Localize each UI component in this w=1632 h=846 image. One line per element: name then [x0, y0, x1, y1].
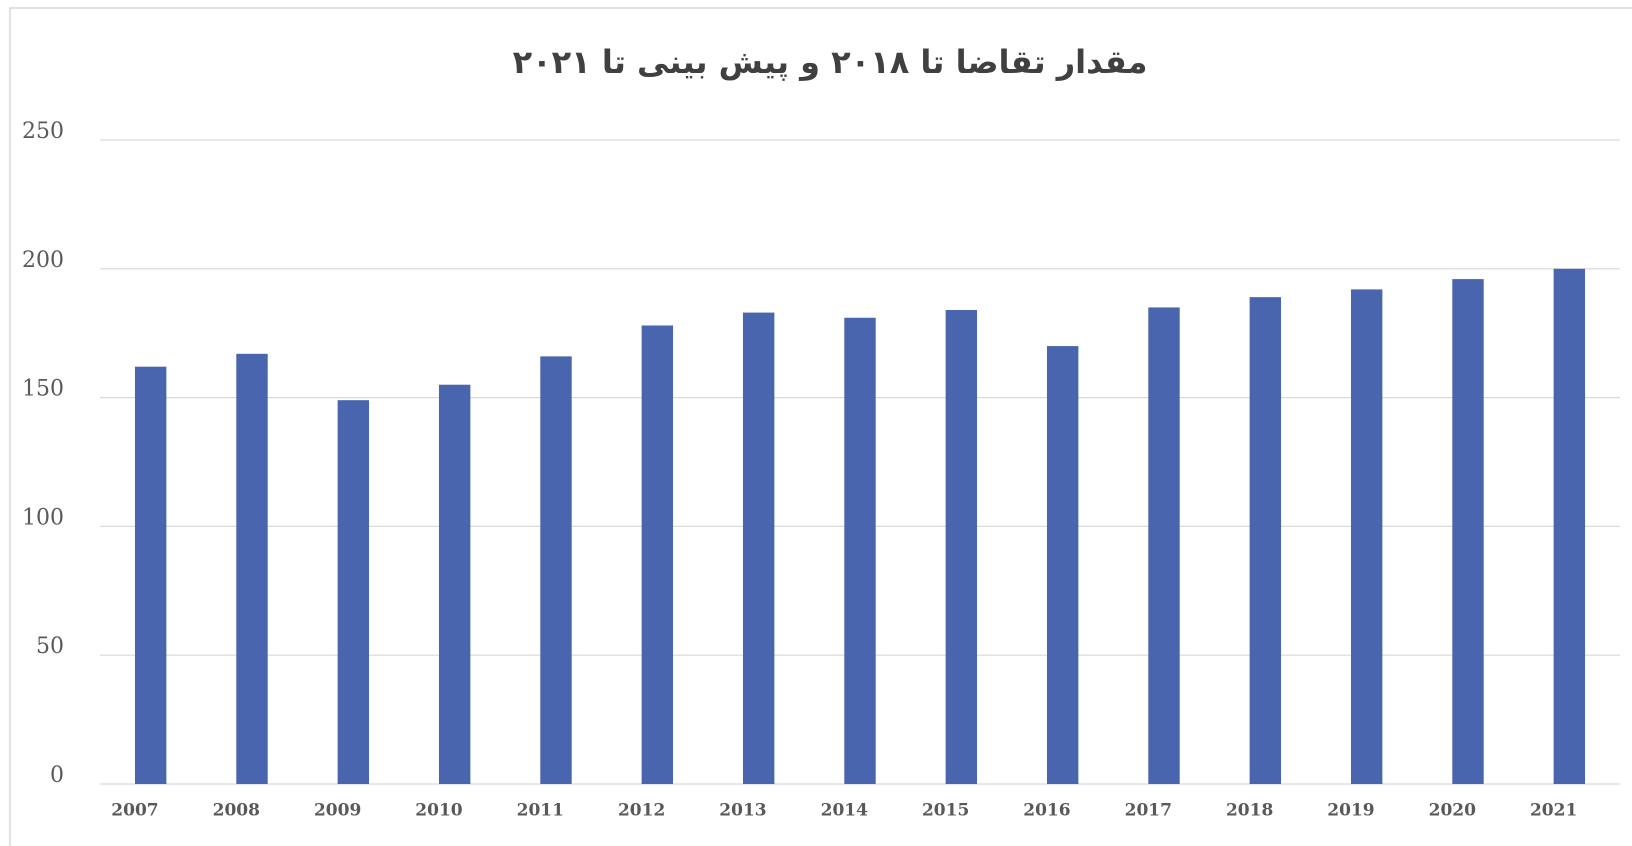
- bar: [1249, 297, 1282, 784]
- bar: [742, 312, 775, 784]
- x-tick-label: 2019: [1327, 801, 1374, 821]
- y-tick-label: 100: [22, 505, 64, 530]
- x-tick-label: 2015: [922, 801, 969, 821]
- y-tick-label: 50: [36, 634, 64, 659]
- y-tick-label: 250: [22, 119, 64, 144]
- bar: [236, 353, 268, 784]
- bar: [540, 356, 572, 784]
- x-tick-label: 2017: [1125, 801, 1172, 821]
- bar: [844, 317, 876, 784]
- x-tick-label: 2021: [1530, 801, 1577, 821]
- x-tick-label: 2011: [517, 801, 564, 821]
- bar: [438, 384, 471, 784]
- bar: [1046, 346, 1079, 784]
- y-tick-label: 150: [22, 377, 64, 402]
- bar: [641, 325, 674, 784]
- x-tick-label: 2008: [213, 801, 260, 821]
- bar: [1350, 289, 1383, 784]
- bar: [1553, 268, 1586, 784]
- y-tick-label: 0: [50, 763, 64, 788]
- x-tick-label: 2007: [111, 801, 158, 821]
- bar: [337, 400, 370, 784]
- bar: [1148, 307, 1180, 784]
- x-tick-label: 2020: [1429, 801, 1476, 821]
- bar: [945, 310, 978, 784]
- bar: [134, 366, 167, 784]
- x-tick-label: 2014: [821, 801, 868, 821]
- x-tick-label: 2016: [1023, 801, 1070, 821]
- x-tick-label: 2012: [618, 801, 665, 821]
- chart-title: مقدار تقاضا تا ۲۰۱۸ و پیش بینی تا ۲۰۲۱: [513, 43, 1148, 81]
- x-tick-label: 2018: [1226, 801, 1273, 821]
- bar: [1452, 279, 1484, 784]
- y-tick-label: 200: [22, 248, 64, 273]
- chart-border: [9, 7, 1632, 846]
- x-tick-label: 2013: [719, 801, 766, 821]
- x-tick-label: 2009: [314, 801, 361, 821]
- x-tick-label: 2010: [415, 801, 462, 821]
